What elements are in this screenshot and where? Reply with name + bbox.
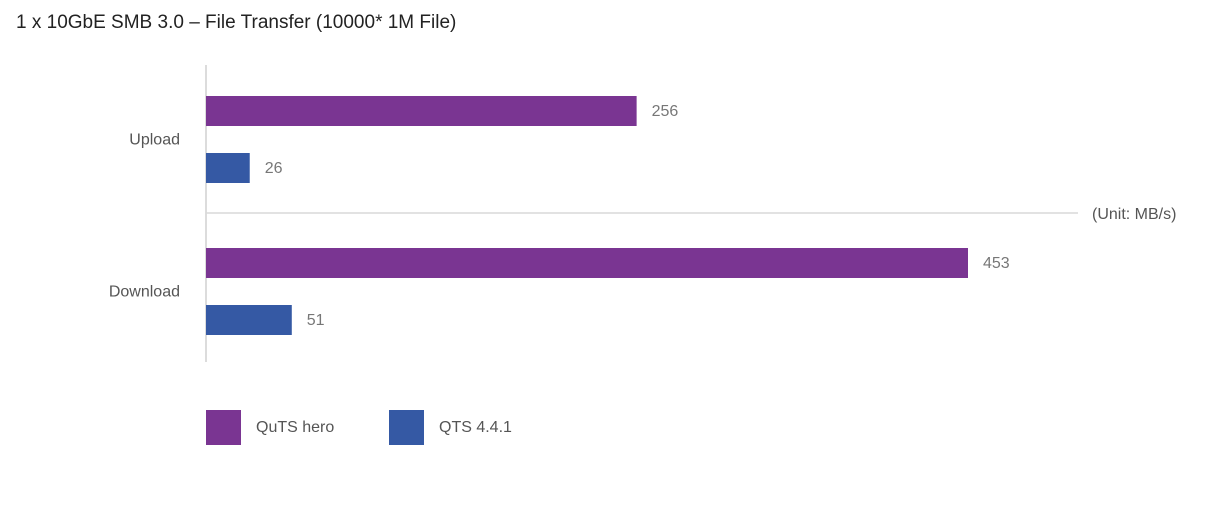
bar (206, 305, 292, 335)
bar (206, 248, 968, 278)
value-label: 453 (983, 255, 1010, 272)
value-label: 26 (265, 160, 283, 177)
category-label: Download (109, 284, 180, 301)
legend-swatch (206, 410, 241, 445)
legend-swatch (389, 410, 424, 445)
bar (206, 153, 250, 183)
category-label: Upload (129, 132, 180, 149)
unit-label: (Unit: MB/s) (1092, 206, 1176, 223)
legend-label: QTS 4.4.1 (439, 419, 512, 436)
value-label: 51 (307, 312, 325, 329)
value-label: 256 (652, 103, 679, 120)
legend-label: QuTS hero (256, 419, 334, 436)
chart-title: 1 x 10GbE SMB 3.0 – File Transfer (10000… (16, 12, 456, 33)
bar (206, 96, 637, 126)
